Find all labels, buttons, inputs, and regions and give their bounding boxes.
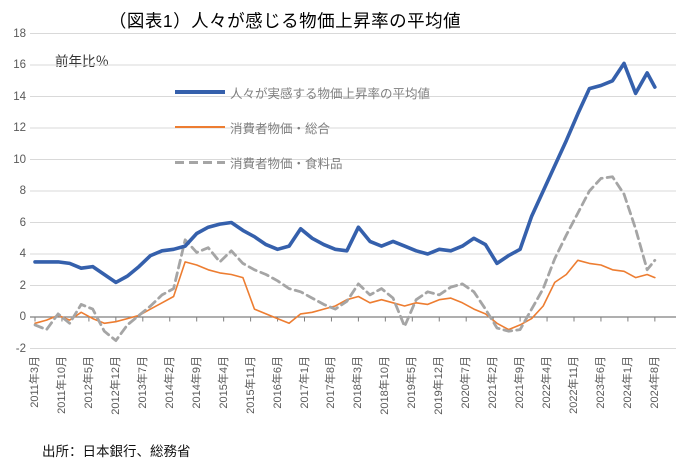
x-tick-label: 2012年5月 xyxy=(82,356,95,409)
x-tick-label: 2019年5月 xyxy=(406,356,419,409)
y-tick-label: 18 xyxy=(13,27,26,40)
y-tick-label: 10 xyxy=(13,153,26,166)
y-tick-label: 0 xyxy=(19,311,26,323)
y-tick-label: 8 xyxy=(19,185,26,197)
series-line-0 xyxy=(33,61,657,285)
x-tick-label: 2017年1月 xyxy=(298,356,311,409)
x-tick-label: 2018年3月 xyxy=(352,356,365,409)
legend-swatch-solid-thick xyxy=(175,89,225,95)
legend-label: 人々が実感する物価上昇率の平均値 xyxy=(230,86,431,101)
legend-item: 消費者物価・食料品 xyxy=(175,153,343,171)
legend-swatch-dashed xyxy=(175,160,225,164)
legend-label: 消費者物価・総合 xyxy=(230,121,331,136)
x-tick-label: 2021年2月 xyxy=(487,356,500,409)
x-tick-label: 2017年8月 xyxy=(325,356,338,409)
legend-item: 消費者物価・総合 xyxy=(175,118,330,136)
x-tick-label: 2014年2月 xyxy=(163,356,176,409)
x-tick-label: 2019年12月 xyxy=(433,356,446,415)
x-tick-label: 2021年9月 xyxy=(514,356,527,409)
x-tick-label: 2012年12月 xyxy=(109,356,122,415)
x-tick-label: 2024年1月 xyxy=(621,356,634,409)
y-tick-label: -2 xyxy=(15,342,26,355)
series-line-1 xyxy=(34,259,656,331)
x-tick-label: 2011年3月 xyxy=(29,356,41,408)
x-tick-label: 2023年6月 xyxy=(594,356,607,409)
x-tick-label: 2013年7月 xyxy=(136,356,149,409)
x-tick-label: 2022年11月 xyxy=(568,356,580,414)
source-note: 出所：日本銀行、総務省 xyxy=(42,444,191,459)
y-tick-label: 12 xyxy=(13,122,26,134)
y-tick-label: 4 xyxy=(19,248,26,260)
y-tick-label: 6 xyxy=(19,216,26,229)
page-title: （図表1）人々が感じる物価上昇率の平均値 xyxy=(108,11,462,31)
y-tick-label: 2 xyxy=(19,279,26,292)
x-tick-label: 2014年9月 xyxy=(190,356,203,409)
legend-label: 消費者物価・食料品 xyxy=(230,156,343,171)
x-tick-label: 2024年8月 xyxy=(648,356,661,409)
series-line-2 xyxy=(33,175,657,343)
x-tick-label: 2011年10月 xyxy=(55,356,68,414)
x-tick-label: 2016年6月 xyxy=(271,356,284,409)
x-tick-label: 2022年4月 xyxy=(541,356,554,409)
x-tick-label: 2018年10月 xyxy=(379,356,392,415)
x-tick-label: 2020年7月 xyxy=(460,356,473,409)
legend-swatch-solid-thin xyxy=(175,126,225,128)
legend-item: 人々が実感する物価上昇率の平均値 xyxy=(175,83,430,101)
x-tick-label: 2015年11月 xyxy=(244,356,257,414)
x-tick-label: 2015年4月 xyxy=(217,356,230,409)
y-tick-label: 14 xyxy=(13,90,26,103)
y-tick-label: 16 xyxy=(13,59,26,71)
